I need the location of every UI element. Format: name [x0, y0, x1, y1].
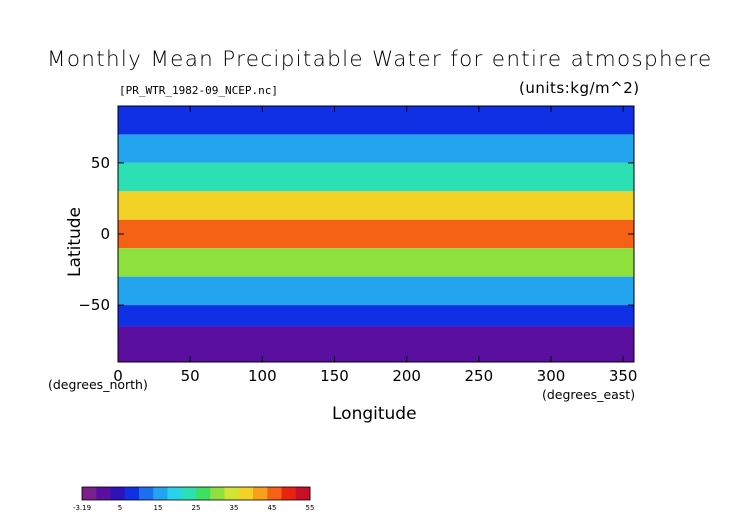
- x-tick-label: 100: [248, 367, 277, 385]
- colorbar-tick-label: 45: [268, 504, 277, 512]
- colorbar-tick-label: 15: [154, 504, 163, 512]
- colorbar-tick-label: 5: [118, 504, 122, 512]
- colorbar-swatch: [167, 487, 183, 500]
- units-label: (units:kg/m^2): [519, 79, 640, 97]
- y-tick-label: −50: [78, 296, 110, 314]
- colorbar-swatch: [181, 487, 197, 500]
- x-tick-label: 300: [537, 367, 566, 385]
- lat-band: [118, 248, 634, 277]
- lat-band: [118, 191, 634, 220]
- lat-band: [118, 106, 634, 135]
- x-tick-label: 250: [465, 367, 494, 385]
- y-axis-unit-label: (degrees_north): [48, 377, 148, 392]
- x-tick-label: 350: [609, 367, 638, 385]
- x-tick-label: 50: [181, 367, 200, 385]
- lat-band: [118, 134, 634, 163]
- colorbar-swatch: [281, 487, 297, 500]
- colorbar-swatch: [96, 487, 111, 500]
- colorbar-swatch: [196, 487, 211, 500]
- colorbar-swatch: [238, 487, 254, 500]
- colorbar-swatch: [110, 487, 126, 500]
- colorbar-tick-label: 25: [192, 504, 201, 512]
- lat-band: [118, 326, 634, 362]
- colorbar-swatch: [253, 487, 268, 500]
- colorbar-tick-label: 35: [230, 504, 239, 512]
- colorbar-swatch: [139, 487, 154, 500]
- colorbar-frame: [81, 486, 311, 501]
- colorbar-swatch: [124, 487, 140, 500]
- x-tick-label: 0: [113, 367, 123, 385]
- colorbar-swatch: [210, 487, 225, 500]
- x-axis-label: Longitude: [332, 404, 417, 424]
- lat-band: [118, 305, 634, 327]
- colorbar-tick-label: -3.19: [73, 504, 91, 512]
- colorbar-swatch: [295, 487, 311, 500]
- colorbar-swatch: [153, 487, 168, 500]
- chart-title: Monthly Mean Precipitable Water for enti…: [47, 47, 713, 72]
- colorbar-swatch: [82, 487, 97, 500]
- x-axis-unit-label: (degrees_east): [542, 387, 636, 402]
- y-tick-label: 0: [100, 225, 110, 243]
- lat-band: [118, 219, 634, 249]
- y-tick-label: 50: [91, 154, 110, 172]
- lat-band: [118, 162, 634, 192]
- source-file-label: [PR_WTR_1982-09_NCEP.nc]: [119, 84, 278, 97]
- lat-band: [118, 276, 634, 306]
- x-tick-label: 200: [392, 367, 421, 385]
- x-tick-label: 150: [320, 367, 349, 385]
- colorbar-swatch: [267, 487, 282, 500]
- colorbar-tick-label: 55: [306, 504, 315, 512]
- colorbar-swatch: [224, 487, 240, 500]
